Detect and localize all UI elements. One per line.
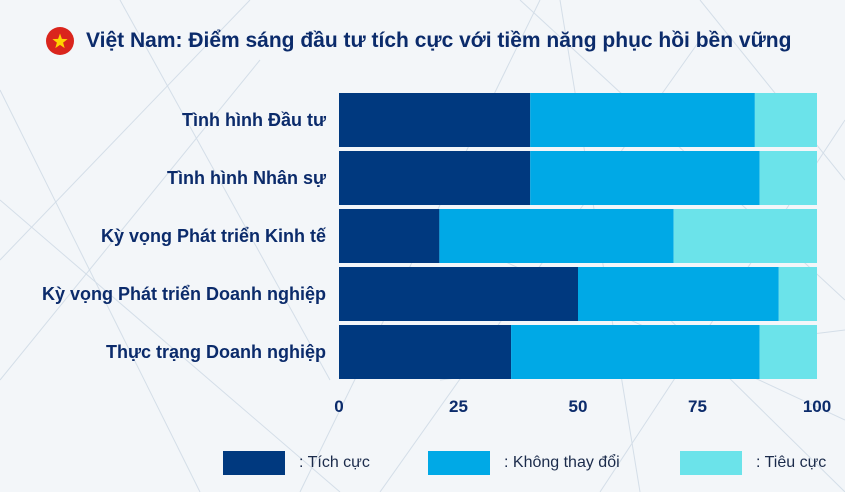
vietnam-flag-icon — [46, 27, 74, 55]
category-label: Kỳ vọng Phát triển Doanh nghiệp — [42, 284, 326, 304]
x-tick-label: 50 — [569, 397, 588, 416]
bar-segment-negative — [754, 93, 817, 147]
category-label: Tình hình Nhân sự — [167, 168, 327, 188]
bar-segment-negative — [759, 325, 817, 379]
chart-title: Việt Nam: Điểm sáng đầu tư tích cực với … — [86, 29, 792, 52]
bar-segment-negative — [759, 151, 817, 205]
background-line — [0, 0, 251, 261]
background-line — [0, 199, 341, 492]
category-label: Tình hình Đầu tư — [182, 110, 327, 130]
bar-segment-positive — [339, 209, 440, 263]
bar-segment-positive — [339, 267, 578, 321]
bar-segment-unchanged — [578, 267, 779, 321]
background-line — [0, 89, 201, 492]
bar-segment-positive — [339, 325, 512, 379]
bar-segment-unchanged — [511, 325, 760, 379]
category-label: Thực trạng Doanh nghiệp — [106, 342, 326, 362]
x-tick-label: 0 — [334, 397, 343, 416]
x-tick-label: 100 — [803, 397, 831, 416]
x-tick-label: 25 — [449, 397, 468, 416]
x-tick-label: 75 — [688, 397, 707, 416]
bar-segment-unchanged — [439, 209, 674, 263]
background-line — [699, 0, 845, 181]
bar-segment-negative — [778, 267, 817, 321]
background-line — [119, 0, 331, 381]
bar-segment-positive — [339, 151, 531, 205]
background-line — [0, 59, 261, 381]
bar-segment-unchanged — [530, 93, 755, 147]
chart-header: Việt Nam: Điểm sáng đầu tư tích cực với … — [46, 26, 791, 56]
bar-segment-negative — [673, 209, 817, 263]
x-axis-ticks: 0 25 50 75 100 — [334, 397, 831, 416]
category-labels: Tình hình Đầu tư Tình hình Nhân sự Kỳ vọng… — [42, 110, 327, 362]
bars — [339, 93, 817, 379]
bar-segment-positive — [339, 93, 531, 147]
bar-segment-unchanged — [530, 151, 760, 205]
category-label: Kỳ vọng Phát triển Kinh tế — [101, 226, 327, 246]
